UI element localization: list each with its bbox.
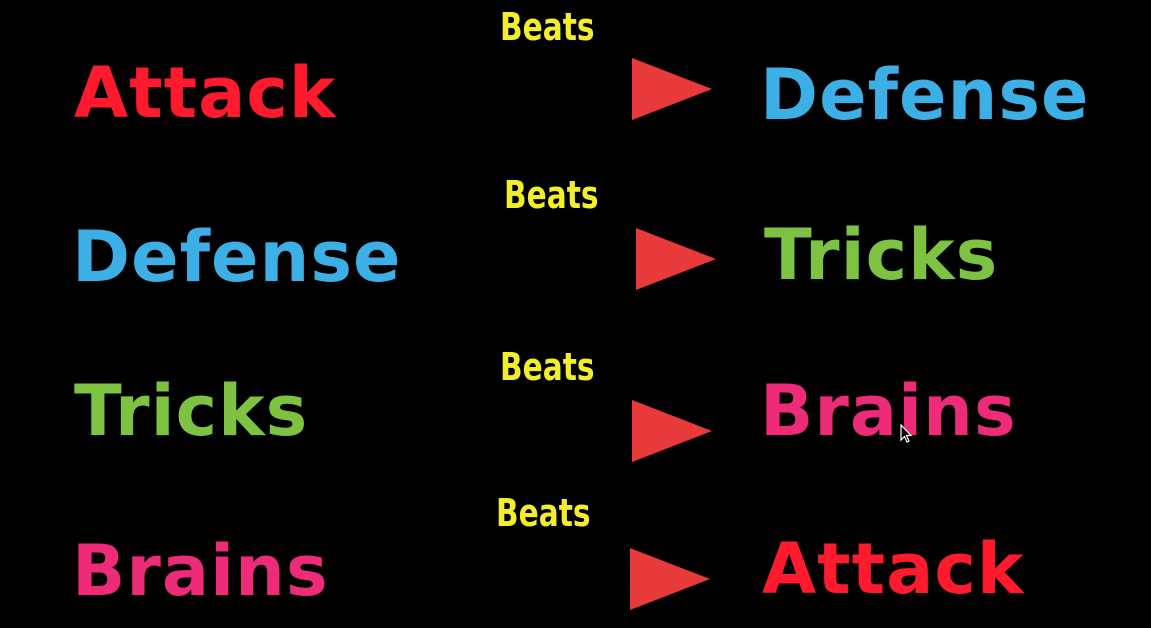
attacker-word: Defense <box>72 216 402 298</box>
matchup-row: Attack Beats Defense <box>0 0 1151 150</box>
attacker-word: Tricks <box>74 370 309 452</box>
attacker-word: Brains <box>72 530 329 612</box>
defender-word: Tricks <box>764 214 999 296</box>
defender-word: Brains <box>760 370 1017 452</box>
mouse-cursor-icon <box>900 424 913 443</box>
defender-word: Defense <box>760 54 1090 136</box>
beats-label: Beats <box>500 5 595 49</box>
attacker-word: Attack <box>74 52 337 134</box>
right-arrow-icon <box>417 548 710 610</box>
beats-label: Beats <box>504 173 599 217</box>
defender-word: Attack <box>762 528 1025 610</box>
matchup-row: Brains Beats Attack <box>0 478 1151 628</box>
right-arrow-icon <box>419 58 712 120</box>
matchup-row: Defense Beats Tricks <box>0 170 1151 320</box>
matchup-row: Tricks Beats Brains <box>0 340 1151 490</box>
beats-label: Beats <box>496 491 591 535</box>
beats-label: Beats <box>500 345 595 389</box>
right-arrow-icon <box>423 228 716 290</box>
right-arrow-icon <box>419 400 712 462</box>
